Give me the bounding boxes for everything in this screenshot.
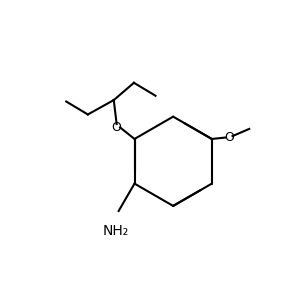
Text: NH₂: NH₂	[103, 224, 129, 238]
Text: O: O	[112, 121, 121, 134]
Text: O: O	[224, 131, 234, 144]
